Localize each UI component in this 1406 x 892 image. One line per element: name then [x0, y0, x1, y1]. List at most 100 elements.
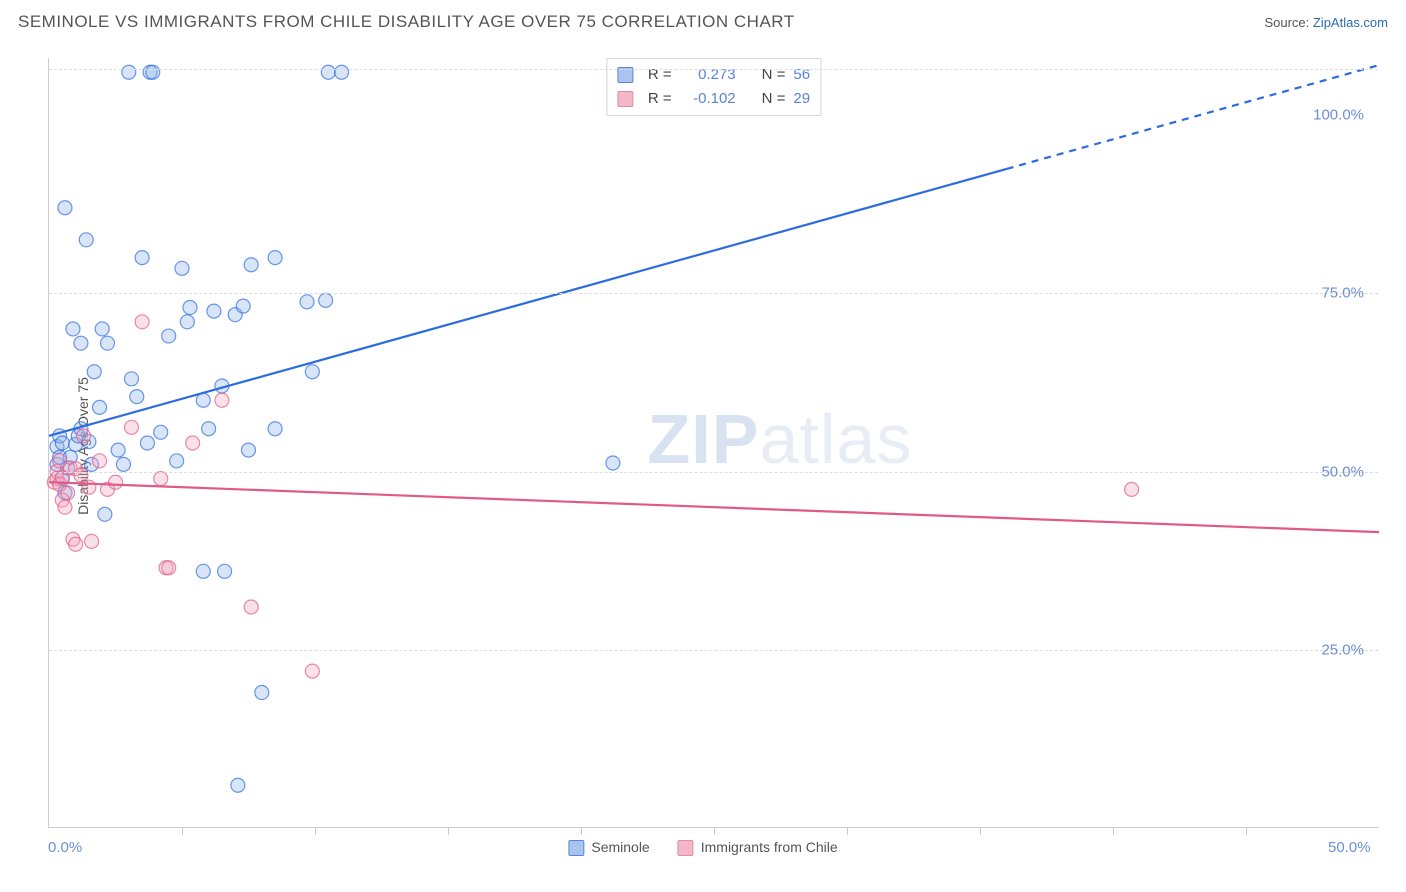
data-point: [231, 778, 245, 792]
data-point: [77, 429, 91, 443]
data-point: [87, 365, 101, 379]
data-point: [74, 336, 88, 350]
data-point: [606, 456, 620, 470]
x-tick: [714, 827, 715, 835]
data-point: [95, 322, 109, 336]
corr-legend-row: R = 0.273 N = 56: [617, 63, 810, 87]
corr-n-value: 56: [793, 63, 810, 87]
data-point: [93, 454, 107, 468]
data-point: [215, 393, 229, 407]
x-tick: [1246, 827, 1247, 835]
data-point: [135, 315, 149, 329]
gridline: [49, 472, 1378, 473]
data-point: [300, 295, 314, 309]
corr-r-value: 0.273: [680, 63, 736, 87]
data-point: [186, 436, 200, 450]
data-point: [146, 65, 160, 79]
y-tick-label: 25.0%: [1321, 641, 1364, 658]
data-point: [319, 293, 333, 307]
data-point: [321, 65, 335, 79]
data-point: [111, 443, 125, 457]
data-point: [268, 422, 282, 436]
data-point: [207, 304, 221, 318]
gridline: [49, 650, 1378, 651]
x-axis-series-legend: Seminole Immigrants from Chile: [568, 839, 837, 856]
data-point: [183, 301, 197, 315]
data-point: [124, 372, 138, 386]
data-point: [116, 457, 130, 471]
data-point: [162, 561, 176, 575]
data-point: [242, 443, 256, 457]
data-point: [305, 365, 319, 379]
data-point: [196, 564, 210, 578]
data-point: [305, 664, 319, 678]
data-point: [175, 261, 189, 275]
corr-r-value: -0.102: [680, 87, 736, 111]
corr-n-label: N =: [762, 87, 786, 111]
x-tick: [980, 827, 981, 835]
data-point: [98, 507, 112, 521]
series-legend-item: Seminole: [568, 839, 649, 856]
x-tick: [315, 827, 316, 835]
x-tick: [448, 827, 449, 835]
data-point: [101, 336, 115, 350]
data-point: [202, 422, 216, 436]
data-point: [135, 251, 149, 265]
legend-swatch: [617, 91, 633, 107]
data-point: [1125, 482, 1139, 496]
gridline: [49, 69, 1378, 70]
y-tick-label: 100.0%: [1313, 107, 1364, 124]
source-link[interactable]: ZipAtlas.com: [1313, 15, 1388, 30]
plot-svg: [49, 58, 1378, 827]
data-point: [154, 425, 168, 439]
x-tick-label: 50.0%: [1328, 839, 1400, 856]
data-point: [109, 475, 123, 489]
data-point: [58, 500, 72, 514]
corr-r-label: R =: [648, 63, 672, 87]
data-point: [122, 65, 136, 79]
data-point: [130, 390, 144, 404]
series-label: Immigrants from Chile: [701, 839, 838, 855]
y-tick-label: 50.0%: [1321, 463, 1364, 480]
series-label: Seminole: [591, 839, 649, 855]
data-point: [79, 233, 93, 247]
data-point: [255, 686, 269, 700]
data-point: [58, 201, 72, 215]
data-point: [244, 258, 258, 272]
chart-plot-area: ZIPatlas R =0.273N =56R =-0.102N =29 25.…: [48, 58, 1378, 828]
x-tick: [847, 827, 848, 835]
correlation-legend: R = 0.273 N = 56 R = -0.102 N = 29: [606, 58, 821, 116]
series-legend-item: Immigrants from Chile: [678, 839, 838, 856]
data-point: [162, 329, 176, 343]
data-point: [180, 315, 194, 329]
trendline: [49, 482, 1379, 532]
data-point: [140, 436, 154, 450]
data-point: [124, 420, 138, 434]
data-point: [236, 299, 250, 313]
data-point: [218, 564, 232, 578]
y-tick-label: 75.0%: [1321, 285, 1364, 302]
data-point: [82, 480, 96, 494]
x-tick: [581, 827, 582, 835]
corr-n-label: N =: [762, 63, 786, 87]
data-point: [93, 400, 107, 414]
x-tick-label: 0.0%: [48, 839, 82, 856]
data-point: [244, 600, 258, 614]
x-tick: [1113, 827, 1114, 835]
data-point: [170, 454, 184, 468]
data-point: [61, 486, 75, 500]
data-point: [55, 436, 69, 450]
data-point: [335, 65, 349, 79]
data-point: [74, 468, 88, 482]
corr-r-label: R =: [648, 87, 672, 111]
x-tick: [182, 827, 183, 835]
data-point: [69, 537, 83, 551]
data-point: [154, 472, 168, 486]
gridline: [49, 293, 1378, 294]
data-point: [268, 251, 282, 265]
corr-n-value: 29: [793, 87, 810, 111]
data-point: [66, 322, 80, 336]
chart-title: SEMINOLE VS IMMIGRANTS FROM CHILE DISABI…: [18, 12, 795, 32]
source-prefix: Source:: [1264, 15, 1312, 30]
data-point: [85, 534, 99, 548]
